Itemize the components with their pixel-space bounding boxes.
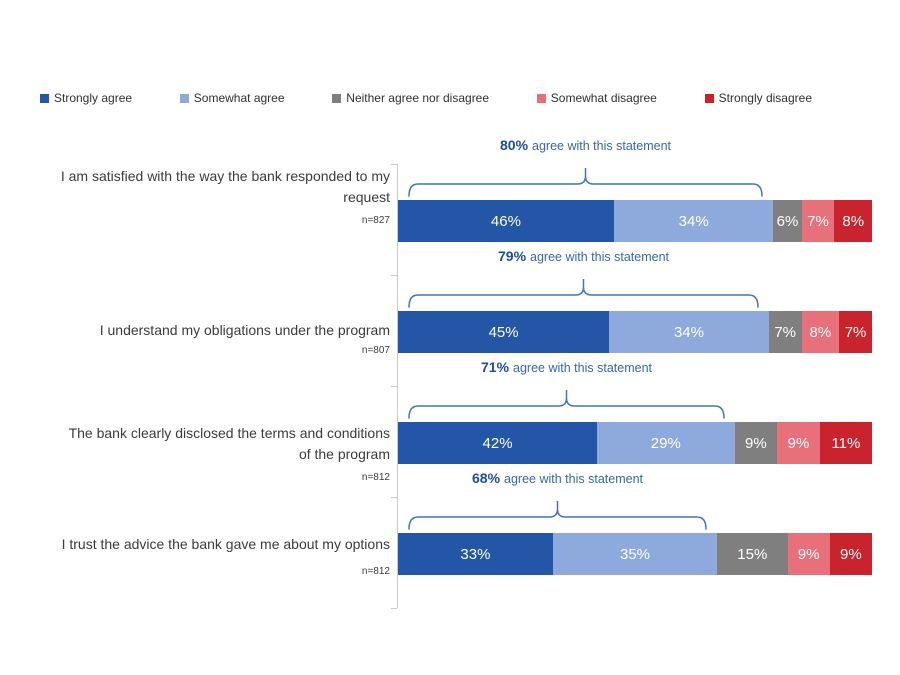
bar-segment: 9%	[829, 533, 872, 575]
agree-callout: 71% agree with this statement	[398, 359, 735, 379]
bar-segment-label: 34%	[678, 212, 709, 230]
bar-segment-label: 42%	[482, 434, 513, 452]
bar-segment: 46%	[398, 200, 614, 242]
agree-callout-pct: 79%	[498, 248, 527, 264]
axis-tick	[391, 275, 397, 276]
legend-label: Strongly agree	[54, 91, 133, 105]
bar-segment: 8%	[834, 200, 872, 242]
bar-segment-label: 9%	[797, 545, 820, 563]
legend-item: Neither agree nor disagree	[332, 91, 489, 105]
bar-segment-label: 9%	[840, 545, 862, 563]
bar-segment: 42%	[398, 422, 598, 464]
bar-segment: 7%	[801, 200, 835, 242]
bar-segment: 9%	[787, 533, 830, 575]
legend-item: Somewhat agree	[179, 91, 285, 105]
bar-segment-label: 8%	[809, 323, 832, 341]
bar-segment-label: 8%	[842, 212, 865, 230]
legend-label: Neither agree nor disagree	[346, 91, 490, 105]
agree-callout-pct: 80%	[500, 137, 529, 153]
bar-segment: 15%	[717, 533, 788, 575]
axis-tick	[391, 164, 397, 165]
axis-tick	[391, 608, 397, 609]
bar-segment: 6%	[773, 200, 802, 242]
bar-segment-label: 29%	[650, 434, 681, 452]
agree-callout: 80% agree with this statement	[398, 137, 773, 157]
bar-segment: 34%	[613, 200, 774, 242]
bar-segment: 29%	[597, 422, 735, 464]
bar-row: 68% agree with this statement 33% 35% 15% 9% 9…	[398, 470, 872, 608]
bar-segment: 11%	[819, 422, 872, 464]
stacked-bar: 45% 34% 7% 8% 7%	[398, 311, 872, 353]
bar-segment: 35%	[552, 533, 718, 575]
agree-callout-text: agree with this statement	[513, 361, 652, 375]
agree-callout-pct: 71%	[481, 359, 510, 375]
agree-brace	[408, 390, 725, 419]
legend-label: Strongly disagree	[718, 91, 812, 105]
bar-segment: 7%	[839, 311, 872, 353]
bar-row: 79% agree with this statement 45% 34% 7% 8% 7%	[398, 248, 872, 386]
bar-segment-label: 34%	[673, 323, 704, 341]
sample-size-label: n=807	[361, 345, 390, 356]
agree-brace	[408, 501, 707, 530]
agree-callout-text: agree with this statement	[532, 139, 671, 153]
sample-size-label: n=812	[361, 566, 390, 577]
bar-segment-label: 11%	[831, 434, 861, 452]
agree-callout-text: agree with this statement	[530, 250, 669, 264]
bar-segment-label: 45%	[488, 323, 519, 341]
bar-segment-label: 9%	[787, 434, 810, 452]
category-label: I understand my obligations under the pr…	[99, 322, 390, 338]
bar-segment-label: 7%	[774, 323, 797, 341]
bar-segment: 7%	[768, 311, 802, 353]
agree-brace	[408, 279, 759, 308]
agree-brace	[408, 168, 763, 197]
legend-label: Somewhat disagree	[550, 91, 657, 105]
agree-callout: 79% agree with this statement	[398, 248, 769, 268]
bar-row: 80% agree with this statement 46% 34% 6% 7% 8%	[398, 137, 872, 275]
bar-segment-label: 6%	[776, 212, 799, 230]
bar-segment: 45%	[398, 311, 610, 353]
bar-segment-label: 9%	[745, 434, 767, 452]
agree-callout-text: agree with this statement	[504, 472, 643, 486]
category-label: The bank clearly disclosed the terms and…	[68, 425, 390, 462]
legend-item: Somewhat disagree	[536, 91, 657, 105]
legend: Strongly agree Somewhat agree Neither agre…	[40, 91, 812, 105]
legend-item: Strongly disagree	[704, 91, 812, 105]
bar-segment-label: 35%	[619, 545, 651, 563]
legend-item: Strongly agree	[40, 91, 132, 105]
bar-segment-label: 15%	[737, 545, 768, 563]
category-label: I trust the advice the bank gave me abou…	[61, 536, 390, 552]
agree-callout: 68% agree with this statement	[398, 470, 717, 490]
bar-segment: 33%	[398, 533, 553, 575]
bar-segment: 8%	[801, 311, 840, 353]
legend-color-swatch	[704, 93, 714, 103]
axis-tick	[391, 497, 397, 498]
agree-callout-pct: 68%	[472, 470, 501, 486]
bar-segment-label: 7%	[807, 212, 829, 230]
bar-segment-label: 46%	[490, 212, 521, 230]
legend-color-swatch	[179, 93, 189, 103]
sample-size-label: n=812	[361, 472, 390, 483]
y-axis-line	[397, 164, 398, 608]
sample-size-label: n=827	[361, 215, 390, 226]
stacked-bar: 33% 35% 15% 9% 9%	[398, 533, 872, 575]
stacked-bar: 46% 34% 6% 7% 8%	[398, 200, 872, 242]
bar-segment-label: 7%	[844, 323, 867, 341]
bar-segment: 34%	[609, 311, 769, 353]
legend-color-swatch	[332, 93, 342, 103]
bar-segment: 9%	[777, 422, 820, 464]
legend-color-swatch	[40, 93, 49, 103]
bar-row: 71% agree with this statement 42% 29% 9% 9% 11…	[398, 359, 872, 497]
bar-segment: 9%	[734, 422, 778, 464]
axis-tick	[391, 386, 397, 387]
legend-label: Somewhat agree	[193, 91, 285, 105]
stacked-bar: 42% 29% 9% 9% 11%	[398, 422, 872, 464]
bar-segment-label: 33%	[460, 545, 491, 563]
legend-color-swatch	[536, 93, 546, 103]
category-label: I am satisfied with the way the bank res…	[60, 168, 390, 205]
